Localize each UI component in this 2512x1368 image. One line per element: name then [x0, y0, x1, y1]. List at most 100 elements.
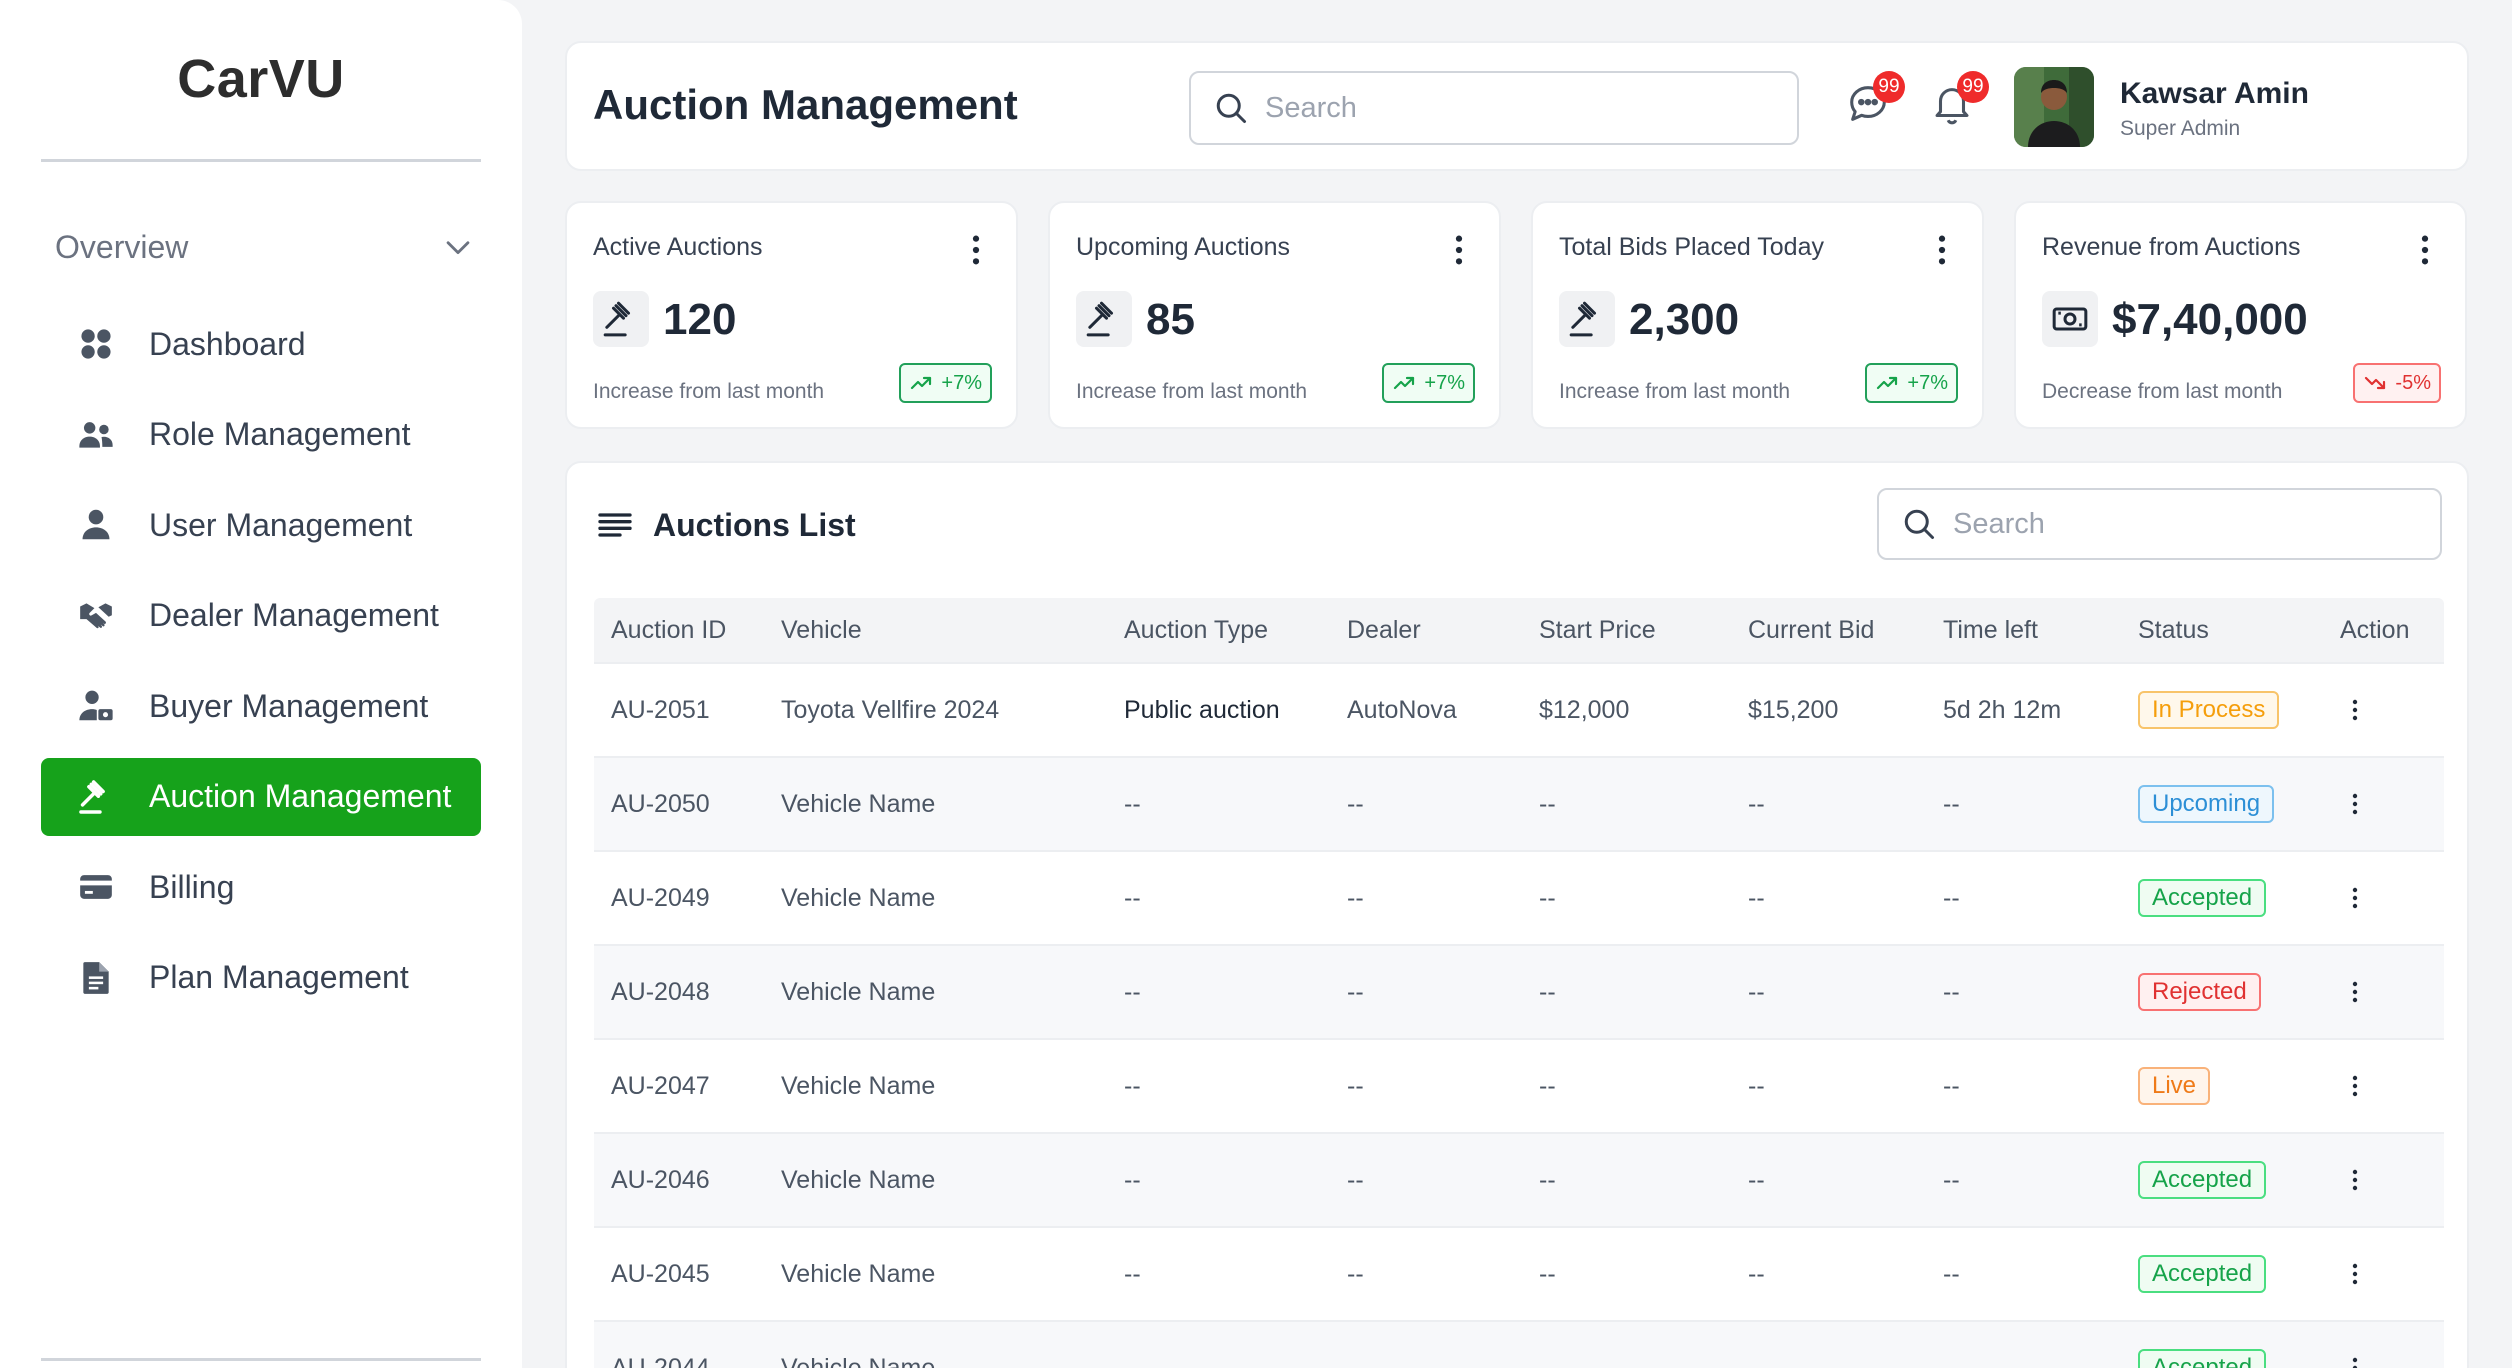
user-role: Super Admin [2120, 117, 2241, 140]
column-header[interactable]: Current Bid [1748, 615, 1875, 644]
trend-value: +7% [941, 371, 982, 394]
sidebar: CarVU Overview Dashboard Role Management… [0, 0, 522, 1368]
vehicle: Vehicle Name [781, 789, 936, 818]
trend-badge: +7% [899, 363, 992, 403]
sidebar-item-label: Billing [149, 868, 235, 905]
more-vertical-icon[interactable] [966, 233, 986, 267]
column-header[interactable]: Auction ID [611, 615, 727, 644]
sidebar-item-billing[interactable]: Billing [41, 848, 481, 926]
more-vertical-icon[interactable] [1449, 233, 1469, 267]
vehicle: Vehicle Name [781, 1071, 936, 1100]
column-header[interactable]: Time left [1943, 615, 2038, 644]
sidebar-item-role-management[interactable]: Role Management [41, 396, 481, 474]
start-price: $12,000 [1539, 695, 1630, 724]
table-row[interactable]: AU-2049 Vehicle Name -- -- -- -- -- Acce… [594, 850, 2444, 944]
table-row[interactable]: AU-2045 Vehicle Name -- -- -- -- -- Acce… [594, 1226, 2444, 1320]
time-left: 5d 2h 12m [1943, 695, 2062, 724]
more-vertical-icon [2352, 981, 2358, 1003]
table-row[interactable]: AU-2044 Vehicle Name -- -- -- -- -- Acce… [594, 1320, 2444, 1368]
current-bid: -- [1748, 883, 1765, 912]
vehicle: Vehicle Name [781, 977, 936, 1006]
start-price: -- [1539, 1165, 1556, 1194]
sidebar-item-dashboard[interactable]: Dashboard [41, 305, 481, 383]
trend-up-icon [1394, 376, 1415, 390]
table-header: Auction ID Vehicle Auction Type Dealer S… [594, 598, 2444, 662]
column-header[interactable]: Start Price [1539, 615, 1656, 644]
auctions-list-panel: Auctions List Auction ID Vehicle Auction… [565, 461, 2469, 1368]
stat-subtitle: Increase from last month [1076, 380, 1308, 403]
row-actions-button[interactable] [2340, 1254, 2370, 1294]
stat-title: Total Bids Placed Today [1559, 233, 1824, 261]
stat-title: Revenue from Auctions [2042, 233, 2301, 261]
auction-id: AU-2049 [611, 883, 710, 912]
start-price: -- [1539, 1071, 1556, 1100]
row-actions-button[interactable] [2340, 690, 2370, 730]
start-price: -- [1539, 1353, 1556, 1368]
start-price: -- [1539, 977, 1556, 1006]
more-vertical-icon [2352, 887, 2358, 909]
status-badge: Accepted [2138, 1255, 2267, 1293]
vehicle: Toyota Vellfire 2024 [781, 695, 1000, 724]
dashboard-icon [75, 323, 117, 365]
vehicle: Vehicle Name [781, 1259, 936, 1288]
avatar[interactable] [2014, 67, 2094, 147]
row-actions-button[interactable] [2340, 1066, 2370, 1106]
trend-badge: +7% [1865, 363, 1958, 403]
column-header[interactable]: Vehicle [781, 615, 862, 644]
stat-card-upcoming-auctions: Upcoming Auctions 85 Increase from last … [1048, 201, 1501, 429]
dealer: -- [1347, 789, 1364, 818]
table-row[interactable]: AU-2050 Vehicle Name -- -- -- -- -- Upco… [594, 756, 2444, 850]
sidebar-item-label: Dashboard [149, 325, 306, 362]
status-badge: Upcoming [2138, 785, 2275, 823]
time-left: -- [1943, 977, 1960, 1006]
overview-label: Overview [55, 228, 189, 265]
auction-id: AU-2051 [611, 695, 710, 724]
sidebar-bottom-divider [41, 1358, 481, 1361]
row-actions-button[interactable] [2340, 1348, 2370, 1368]
more-vertical-icon[interactable] [1932, 233, 1952, 267]
auction-id: AU-2047 [611, 1071, 710, 1100]
table-row[interactable]: AU-2046 Vehicle Name -- -- -- -- -- Acce… [594, 1132, 2444, 1226]
row-actions-button[interactable] [2340, 878, 2370, 918]
table-row[interactable]: AU-2047 Vehicle Name -- -- -- -- -- Live [594, 1038, 2444, 1132]
more-vertical-icon[interactable] [2415, 233, 2435, 267]
notifications-button[interactable]: 99 [1929, 71, 1989, 133]
auction-type: -- [1124, 1353, 1141, 1368]
column-header[interactable]: Auction Type [1124, 615, 1269, 644]
sidebar-item-user-management[interactable]: User Management [41, 486, 481, 564]
table-row[interactable]: AU-2048 Vehicle Name -- -- -- -- -- Reje… [594, 944, 2444, 1038]
stat-value: 85 [1146, 295, 1195, 344]
time-left: -- [1943, 789, 1960, 818]
overview-section-toggle[interactable]: Overview [55, 225, 475, 269]
row-actions-button[interactable] [2340, 1160, 2370, 1200]
messages-badge: 99 [1873, 71, 1905, 103]
stat-subtitle: Decrease from last month [2042, 380, 2283, 403]
money-icon [2042, 291, 2098, 347]
status-badge: Accepted [2138, 879, 2267, 917]
list-search[interactable] [1877, 488, 2442, 560]
current-bid: -- [1748, 1353, 1765, 1368]
users-icon [75, 414, 117, 456]
status-badge: Accepted [2138, 1349, 2267, 1368]
auction-id: AU-2048 [611, 977, 710, 1006]
trend-down-icon [2365, 376, 2386, 390]
auctions-list-heading: Auctions List [595, 505, 856, 545]
sidebar-item-buyer-management[interactable]: Buyer Management [41, 667, 481, 745]
column-header[interactable]: Dealer [1347, 615, 1421, 644]
row-actions-button[interactable] [2340, 784, 2370, 824]
column-header[interactable]: Status [2138, 615, 2209, 644]
sidebar-item-plan-management[interactable]: Plan Management [41, 939, 481, 1017]
credit-card-icon [75, 866, 117, 908]
sidebar-item-auction-management[interactable]: Auction Management [41, 757, 481, 836]
messages-button[interactable]: 99 [1845, 71, 1905, 133]
header-search[interactable] [1189, 71, 1799, 145]
current-bid: -- [1748, 1259, 1765, 1288]
header-search-input[interactable] [1265, 91, 1762, 125]
list-icon [598, 513, 632, 537]
sidebar-item-dealer-management[interactable]: Dealer Management [41, 577, 481, 655]
list-search-input[interactable] [1953, 507, 2412, 541]
row-actions-button[interactable] [2340, 972, 2370, 1012]
table-row[interactable]: AU-2051 Toyota Vellfire 2024 Public auct… [594, 662, 2444, 756]
bell-icon [1935, 88, 1969, 125]
gavel-icon [1559, 291, 1615, 347]
